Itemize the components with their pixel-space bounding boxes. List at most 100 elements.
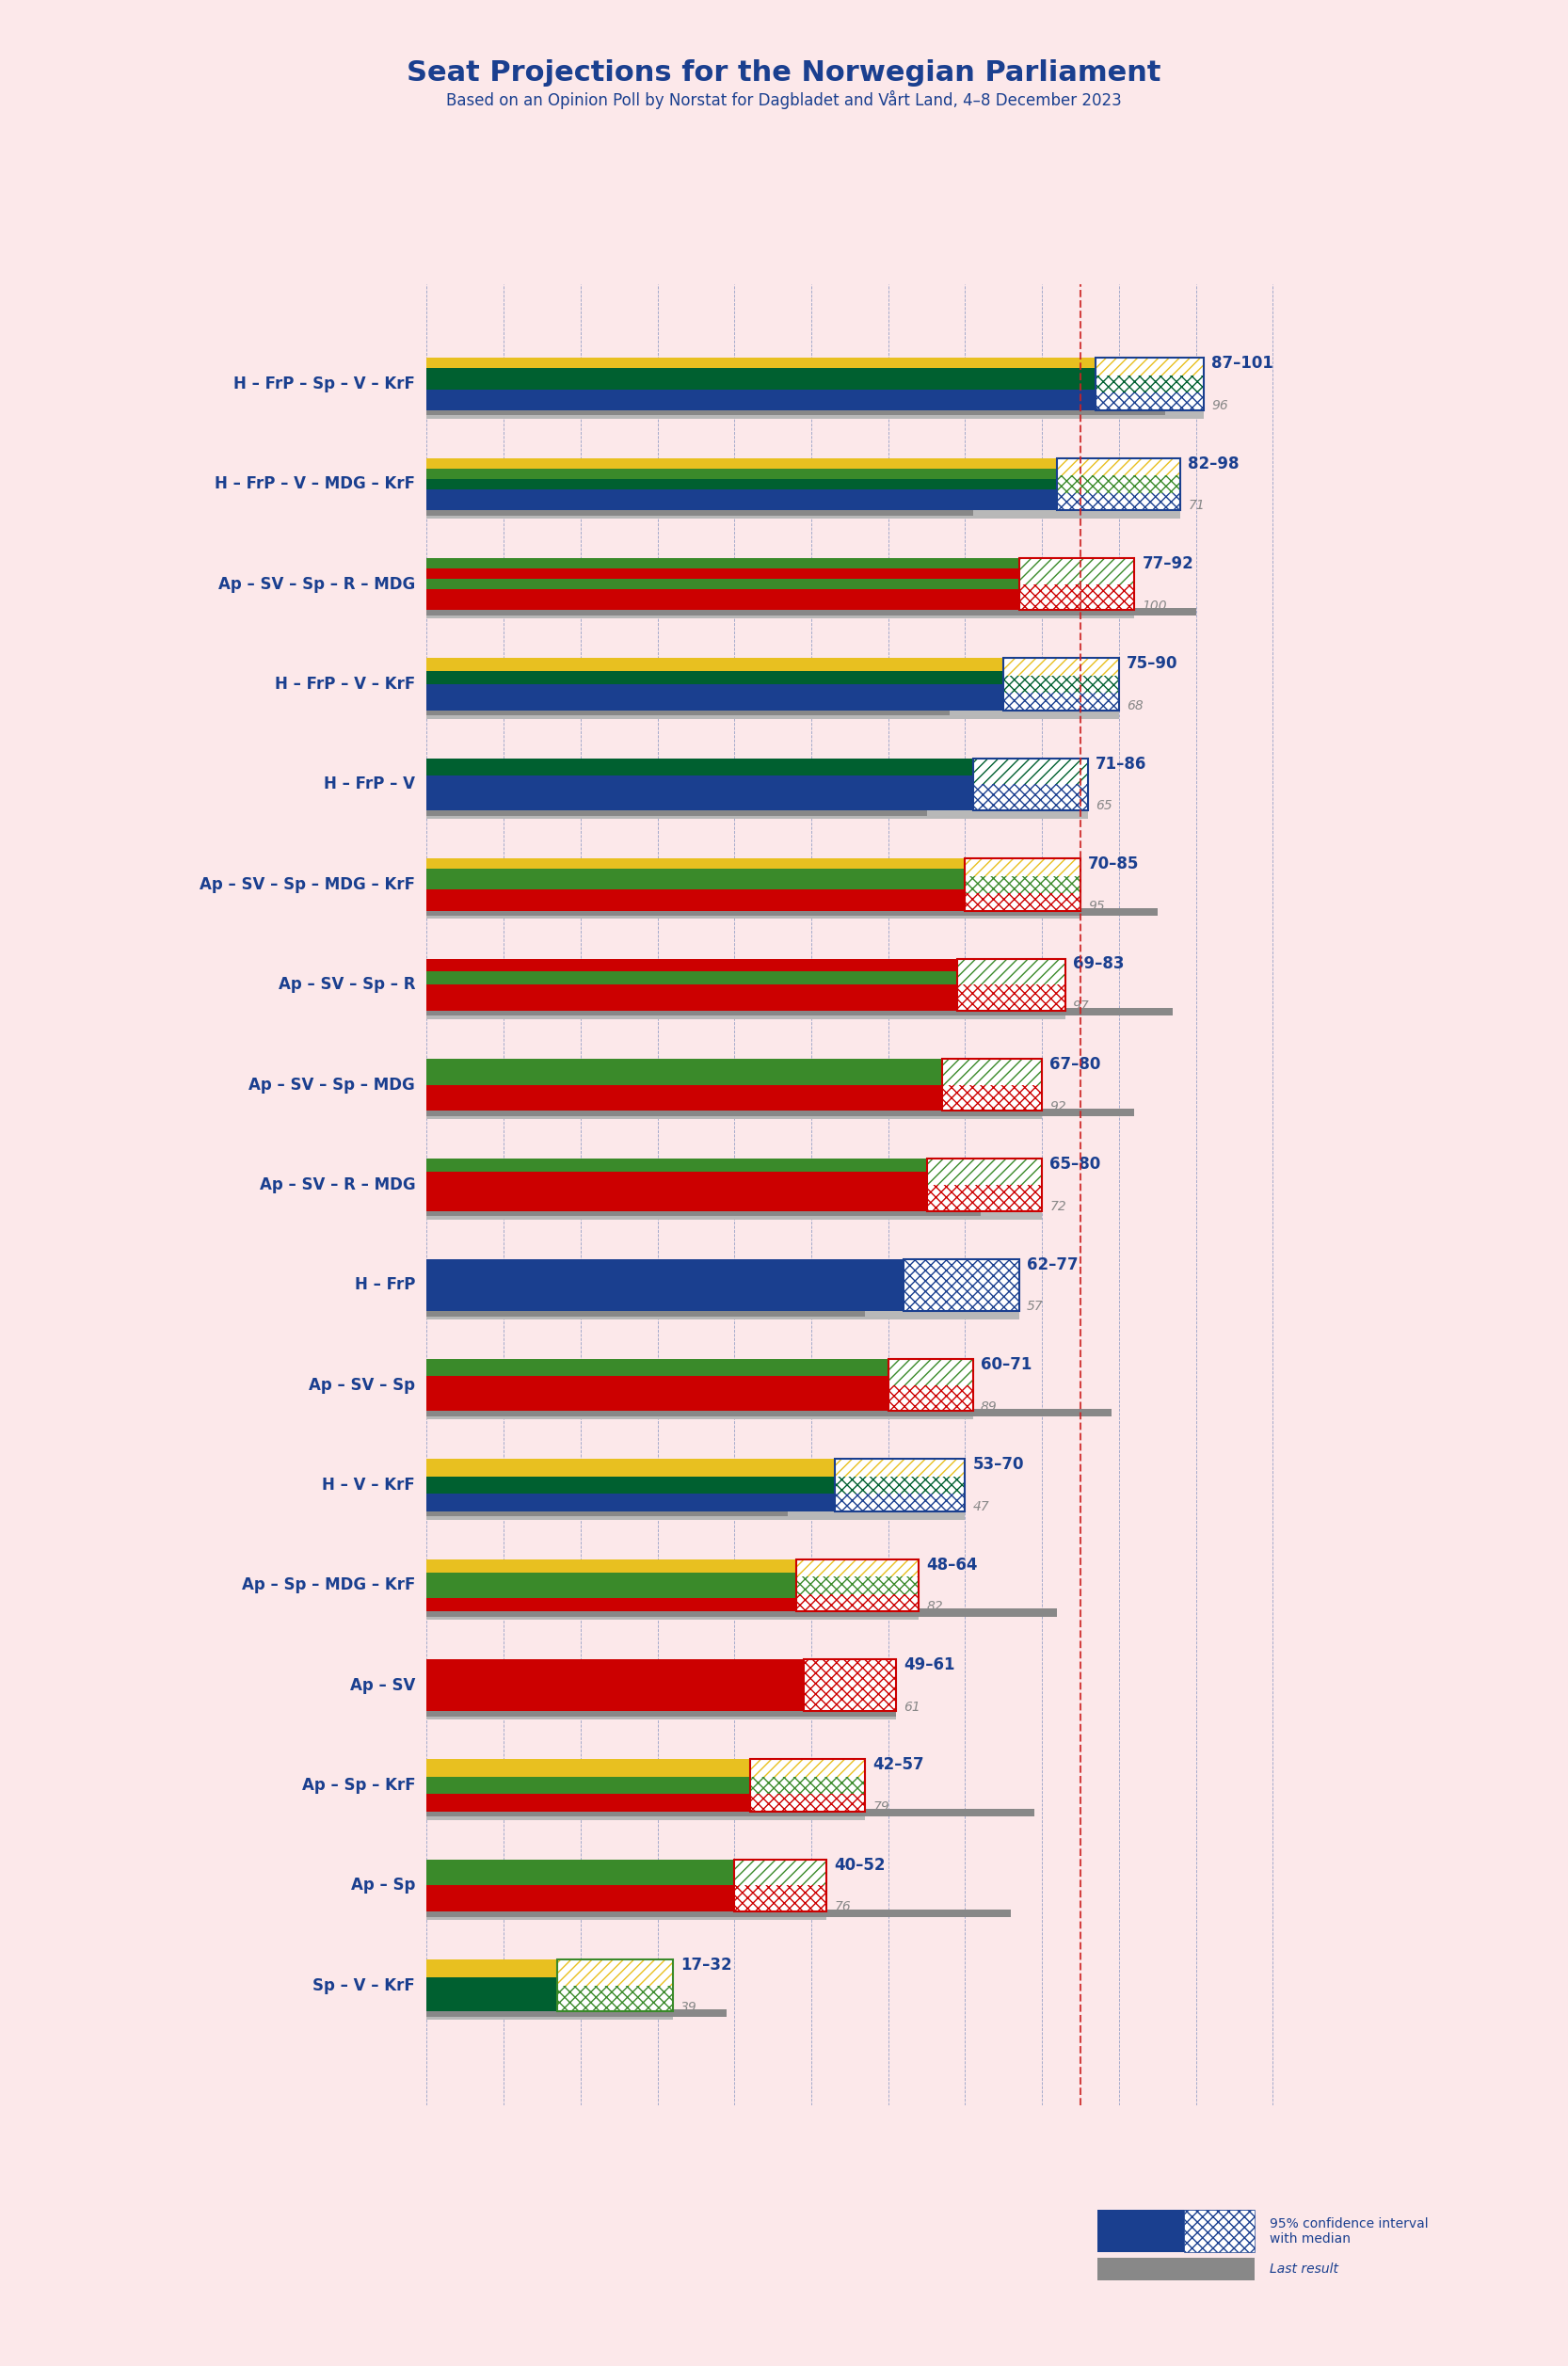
Bar xyxy=(426,1810,1035,1817)
Text: 67–80: 67–80 xyxy=(1049,1055,1101,1072)
Text: 48–64: 48–64 xyxy=(927,1557,978,1573)
Bar xyxy=(1004,693,1120,710)
Bar xyxy=(958,984,1065,1010)
Text: Ap – Sp – KrF: Ap – Sp – KrF xyxy=(301,1777,416,1793)
Bar xyxy=(426,568,1019,580)
Text: H – FrP – V – MDG – KrF: H – FrP – V – MDG – KrF xyxy=(215,476,416,492)
Bar xyxy=(797,1559,919,1576)
Bar xyxy=(426,909,1157,916)
Bar xyxy=(966,859,1080,875)
Bar xyxy=(426,407,1165,416)
Bar xyxy=(426,499,1057,511)
Text: Ap – Sp: Ap – Sp xyxy=(351,1876,416,1895)
Bar xyxy=(426,1084,942,1098)
Bar xyxy=(426,1685,803,1711)
Bar xyxy=(903,1259,1019,1311)
Bar xyxy=(903,1259,1019,1311)
Bar xyxy=(958,958,1065,984)
Bar xyxy=(426,1171,927,1185)
Bar xyxy=(834,1476,966,1493)
Bar xyxy=(426,1259,903,1285)
Text: 42–57: 42–57 xyxy=(873,1756,924,1774)
Bar xyxy=(942,1058,1043,1084)
Bar xyxy=(426,1860,734,1886)
Bar xyxy=(426,1405,972,1420)
Bar xyxy=(426,1559,797,1571)
Bar xyxy=(426,958,958,972)
Text: 57: 57 xyxy=(1027,1299,1043,1313)
Text: 95% confidence interval
with median: 95% confidence interval with median xyxy=(1270,2217,1428,2245)
Bar xyxy=(958,984,1065,1010)
Text: 49–61: 49–61 xyxy=(903,1656,955,1673)
Bar xyxy=(426,1907,826,1919)
Bar xyxy=(887,1384,972,1410)
Bar xyxy=(426,1358,887,1377)
Bar xyxy=(426,369,1096,379)
Text: 70–85: 70–85 xyxy=(1088,856,1140,873)
Bar xyxy=(1057,492,1181,511)
Bar xyxy=(966,875,1080,894)
Bar xyxy=(426,1072,942,1084)
Bar xyxy=(887,1384,972,1410)
Bar xyxy=(1019,558,1134,610)
Bar xyxy=(426,672,1004,684)
Bar xyxy=(903,1259,1019,1311)
Bar xyxy=(834,1493,966,1512)
Bar xyxy=(426,1793,750,1812)
Bar xyxy=(426,705,1120,719)
Bar xyxy=(426,490,1057,499)
Bar xyxy=(426,1098,942,1110)
Bar xyxy=(426,509,972,516)
Bar xyxy=(558,1959,673,2011)
Bar xyxy=(426,2006,673,2021)
Bar xyxy=(750,1760,866,1812)
Text: 97: 97 xyxy=(1073,998,1090,1013)
Bar xyxy=(558,1959,673,1985)
Text: Seat Projections for the Norwegian Parliament: Seat Projections for the Norwegian Parli… xyxy=(406,59,1162,88)
Bar xyxy=(426,1006,1065,1020)
Bar xyxy=(426,1204,1043,1218)
Bar xyxy=(750,1760,866,1777)
Text: Sp – V – KrF: Sp – V – KrF xyxy=(314,1978,416,1995)
Bar xyxy=(426,1607,919,1621)
Text: 100: 100 xyxy=(1142,599,1167,613)
Bar xyxy=(426,405,1204,419)
Bar xyxy=(1096,376,1204,393)
Bar xyxy=(426,1510,789,1517)
Text: Ap – Sp – MDG – KrF: Ap – Sp – MDG – KrF xyxy=(241,1576,416,1595)
Text: 60–71: 60–71 xyxy=(980,1356,1032,1372)
Bar xyxy=(426,608,1196,615)
Bar xyxy=(426,1585,797,1599)
Bar xyxy=(426,1805,866,1819)
Text: 87–101: 87–101 xyxy=(1210,355,1273,371)
Bar xyxy=(426,759,972,776)
Bar xyxy=(927,1159,1043,1211)
Text: H – V – KrF: H – V – KrF xyxy=(323,1476,416,1493)
Bar xyxy=(750,1793,866,1812)
Text: 92: 92 xyxy=(1049,1100,1066,1112)
Text: 40–52: 40–52 xyxy=(834,1857,886,1874)
Bar xyxy=(734,1860,826,1912)
Bar xyxy=(426,1185,927,1197)
Bar xyxy=(426,1599,797,1611)
Bar xyxy=(426,379,1096,390)
Bar xyxy=(426,776,972,793)
Bar xyxy=(426,859,966,868)
Bar xyxy=(834,1493,966,1512)
Bar xyxy=(426,804,1088,819)
Bar xyxy=(927,1159,1043,1185)
Bar xyxy=(887,1358,972,1384)
Bar xyxy=(887,1358,972,1384)
Text: 53–70: 53–70 xyxy=(972,1455,1024,1474)
Text: 82–98: 82–98 xyxy=(1189,454,1239,473)
Text: 65–80: 65–80 xyxy=(1049,1157,1101,1174)
Bar xyxy=(426,1493,834,1512)
Text: 82: 82 xyxy=(927,1599,944,1614)
Bar xyxy=(426,707,950,715)
Bar xyxy=(927,1159,1043,1185)
Bar xyxy=(426,400,1096,409)
Bar xyxy=(426,1460,834,1476)
Text: Ap – SV – Sp – MDG: Ap – SV – Sp – MDG xyxy=(249,1077,416,1093)
Text: 79: 79 xyxy=(873,1801,889,1815)
Bar xyxy=(1004,658,1120,677)
